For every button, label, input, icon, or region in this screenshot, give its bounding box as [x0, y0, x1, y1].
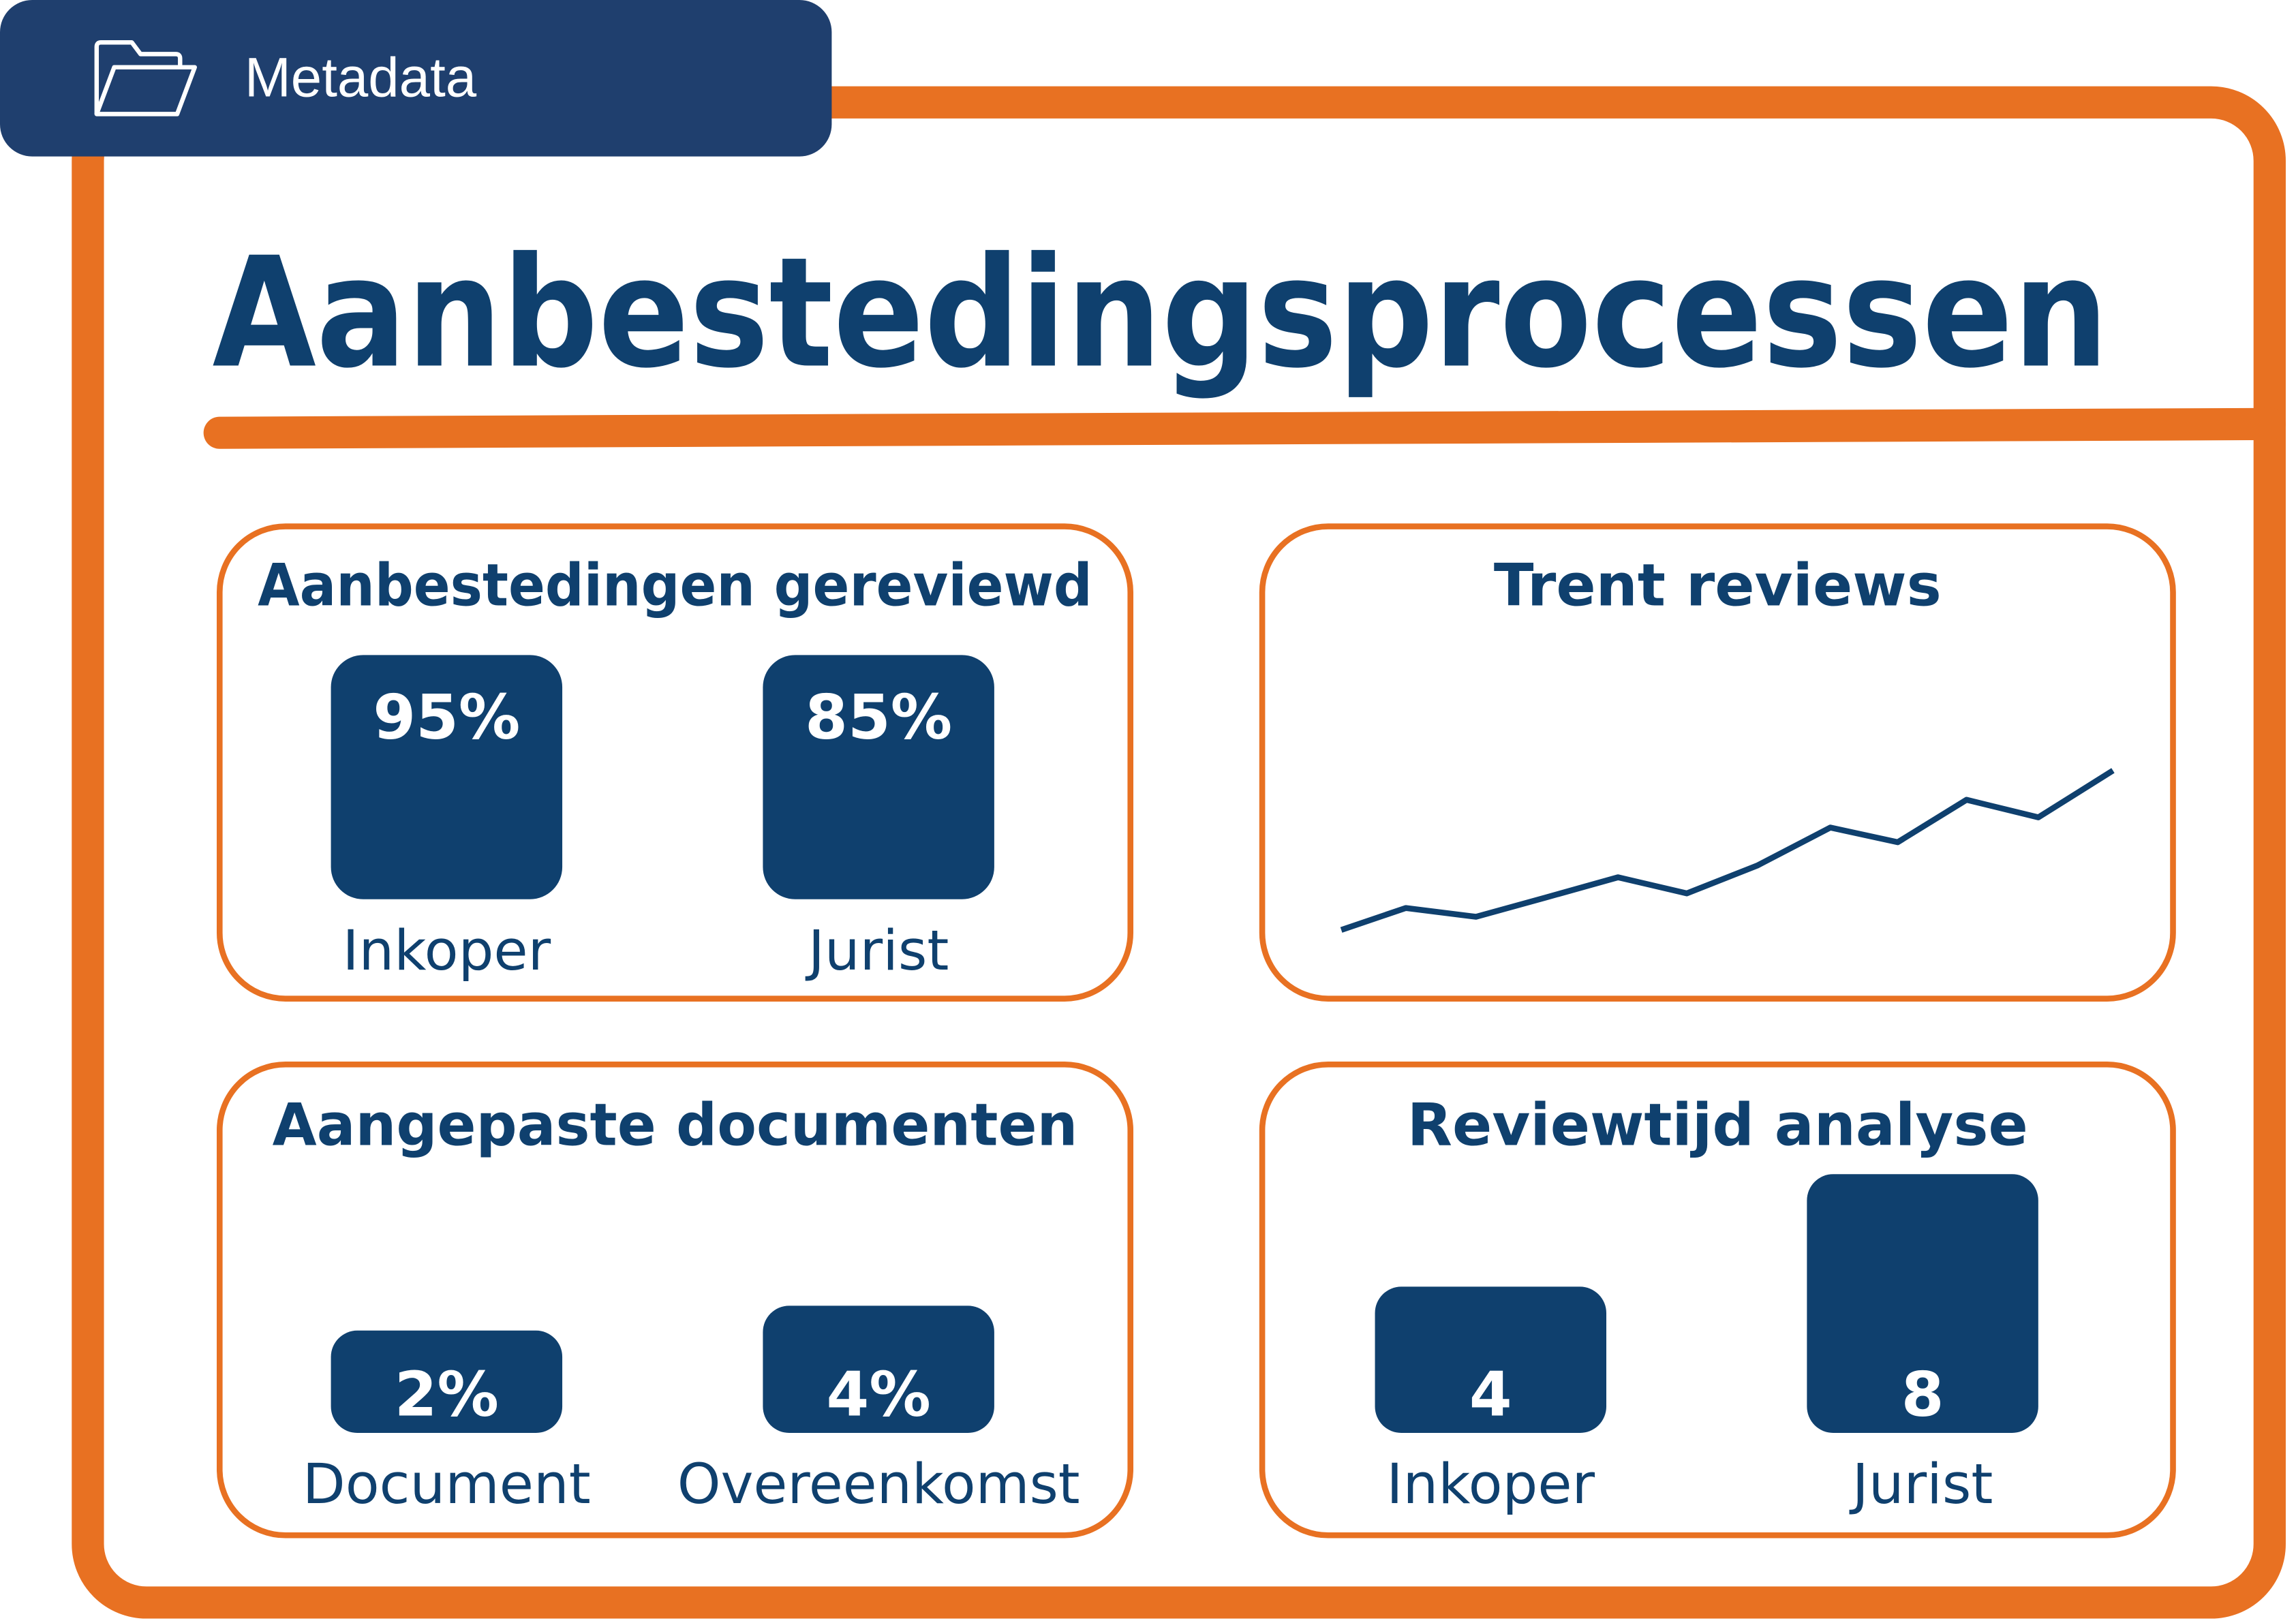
panel — [1259, 523, 2176, 1002]
tile — [763, 655, 994, 899]
header-tab[interactable] — [0, 0, 832, 157]
tile-value: 2% — [395, 1359, 499, 1430]
tile-value: 4 — [1469, 1359, 1512, 1430]
folder-icon — [94, 40, 197, 117]
panel-title: Trent reviews — [1494, 551, 1942, 619]
panel-title: Aangepaste documenten — [273, 1091, 1078, 1159]
tile-value: 95% — [373, 682, 520, 754]
title-underline — [203, 407, 2286, 449]
tile-label: Inkoper — [1386, 1452, 1595, 1517]
tile-value: 4% — [827, 1359, 931, 1430]
tile — [763, 1305, 994, 1434]
tile — [331, 1330, 563, 1434]
tile-label: Overeenkomst — [677, 1452, 1080, 1517]
tile-label: Document — [303, 1452, 591, 1517]
panel-title: Reviewtijd analyse — [1407, 1091, 2028, 1159]
page-title: Aanbestedingsprocessen — [213, 225, 2109, 402]
tile-value: 8 — [1901, 1359, 1944, 1430]
tab-label[interactable]: Metadata — [245, 47, 477, 109]
tile-label: Jurist — [1849, 1452, 1993, 1517]
tile-label: Jurist — [805, 918, 949, 983]
trend-line — [1340, 768, 2115, 933]
tile — [331, 655, 563, 899]
tile-value: 85% — [805, 682, 952, 754]
tile — [1807, 1174, 2038, 1434]
tile-label: Inkoper — [342, 918, 551, 983]
tile — [1375, 1286, 1607, 1434]
panel-title: Aanbestedingen gereviewd — [258, 551, 1092, 619]
